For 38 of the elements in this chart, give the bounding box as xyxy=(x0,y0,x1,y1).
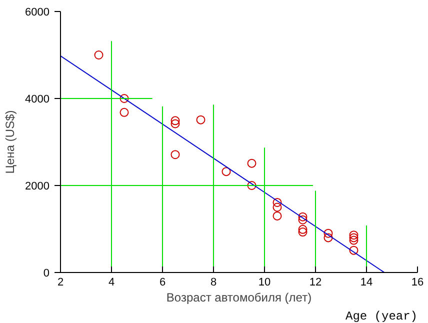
point xyxy=(170,116,180,126)
y-tick-label: 2000 xyxy=(25,180,50,192)
x-tick-label: 2 xyxy=(57,276,64,288)
point xyxy=(298,224,308,234)
point xyxy=(272,211,282,220)
point xyxy=(349,230,358,240)
point xyxy=(222,167,231,176)
point xyxy=(298,228,308,237)
point xyxy=(272,198,282,207)
point xyxy=(324,233,333,242)
point xyxy=(170,150,180,160)
x-tick-label: 8 xyxy=(210,276,217,288)
y-tick-label: 6000 xyxy=(25,6,50,18)
y-axis-title: Цена (US$) xyxy=(3,110,18,174)
point xyxy=(94,50,104,60)
point xyxy=(349,236,358,245)
point xyxy=(298,215,308,224)
point xyxy=(196,115,206,124)
point xyxy=(247,181,256,190)
point xyxy=(170,119,180,128)
x-axis-title: Возраст автомобиля (лет) xyxy=(166,290,312,304)
y-tick-label: 0 xyxy=(43,268,50,280)
point xyxy=(298,212,308,222)
x-tick-label: 10 xyxy=(258,276,271,288)
x-tick-label: 12 xyxy=(309,276,322,288)
point xyxy=(272,202,282,212)
point xyxy=(120,108,129,117)
point xyxy=(247,158,256,168)
x-tick-label: 4 xyxy=(108,276,115,288)
point xyxy=(349,233,358,242)
text: Age (year) xyxy=(345,310,418,323)
point xyxy=(324,228,333,238)
point xyxy=(120,94,129,103)
x-tick-label: 16 xyxy=(411,276,424,288)
x-tick-label: 14 xyxy=(360,276,373,288)
x-tick-label: 6 xyxy=(159,276,166,288)
point xyxy=(349,246,358,255)
y-tick-label: 4000 xyxy=(25,94,50,106)
